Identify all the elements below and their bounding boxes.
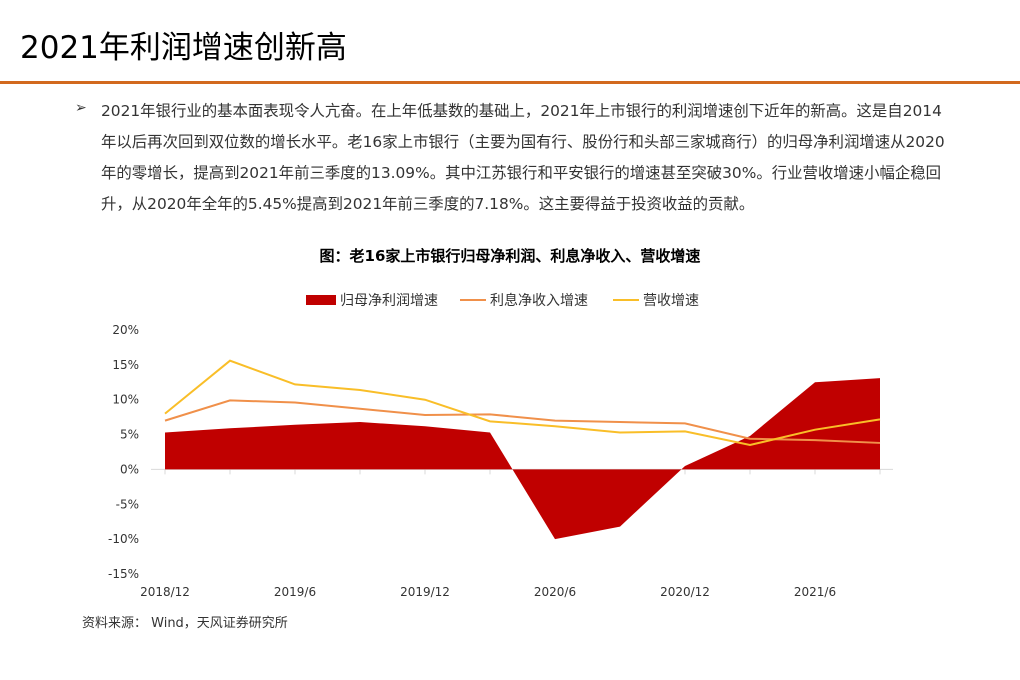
title-divider [0,81,1020,84]
x-tick-label: 2019/6 [274,585,316,599]
net-interest-income-growth-line [164,399,881,444]
x-tick-label: 2021/6 [794,585,836,599]
y-tick-label: 10% [112,393,139,407]
source-note: 资料来源： Wind，天风证券研究所 [82,616,288,631]
chart-title: 图：老16家上市银行归母净利润、利息净收入、营收增速 [319,247,701,265]
chart-legend: 归母净利润增速 利息净收入增速 营收增速 [306,292,699,309]
legend-net-profit-swatch [306,295,336,305]
y-tick-label: -10% [108,532,139,546]
chart-axes: 20% 15% 10% 5% 0% -5% -10% -15%2018/12 2019/6 201… [108,323,893,599]
summary-paragraph: 2021年银行业的基本面表现令人亢奋。在上年低基数的基础上，2021年上市银行的… [101,102,945,213]
legend-net-profit-label: 归母净利润增速 [340,292,438,309]
x-tick-label: 2020/12 [660,585,710,599]
y-tick-label: -15% [108,567,139,581]
chart-marks [164,359,881,540]
y-tick-label: 0% [120,462,139,476]
revenue-growth-line [164,359,881,447]
legend-net-interest-income-label: 利息净收入增速 [490,292,588,309]
x-tick-label: 2020/6 [534,585,576,599]
arrow-bullet-icon: ➢ [75,100,87,116]
y-tick-label: 15% [112,358,139,372]
page-title: 2021年利润增速创新高 [20,30,347,66]
y-tick-label: 20% [112,323,139,337]
x-tick-label: 2019/12 [400,585,450,599]
y-tick-label: -5% [116,497,139,511]
growth-chart: 归母净利润增速 利息净收入增速 营收增速 20% 15% 10% 5% 0% -5% -10% -… [108,292,893,599]
net-profit-growth-area [165,378,880,540]
x-tick-label: 2018/12 [140,585,190,599]
y-tick-label: 5% [120,428,139,442]
legend-revenue-label: 营收增速 [643,293,699,309]
